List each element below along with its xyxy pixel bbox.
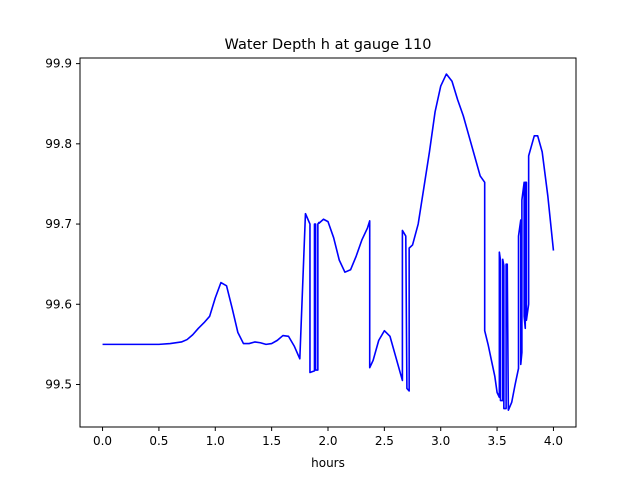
x-axis: 0.0 0.5 1.0 1.5 2.0 2.5 3.0 3.5 4.0 <box>93 427 563 448</box>
x-tick-label: 2.0 <box>318 434 337 448</box>
y-tick-label: 99.7 <box>45 217 72 231</box>
y-tick-label: 99.5 <box>45 377 72 391</box>
series-line-0 <box>102 73 555 411</box>
plot-area <box>102 73 555 411</box>
x-tick-label: 2.5 <box>375 434 394 448</box>
plot-frame <box>79 57 577 428</box>
x-tick-label: 3.0 <box>431 434 450 448</box>
x-tick-label: 4.0 <box>544 434 563 448</box>
x-tick-label: 3.5 <box>488 434 507 448</box>
x-tick-label: 1.5 <box>262 434 281 448</box>
x-tick-label: 0.0 <box>93 434 112 448</box>
chart-title: Water Depth h at gauge 110 <box>225 37 432 53</box>
y-axis: 99.5 99.6 99.7 99.8 99.9 <box>45 57 80 391</box>
x-tick-label: 1.0 <box>206 434 225 448</box>
y-tick-label: 99.6 <box>45 297 72 311</box>
y-tick-label: 99.8 <box>45 137 72 151</box>
y-tick-label: 99.9 <box>45 57 72 71</box>
x-tick-label: 0.5 <box>149 434 168 448</box>
x-axis-label: hours <box>311 456 345 470</box>
